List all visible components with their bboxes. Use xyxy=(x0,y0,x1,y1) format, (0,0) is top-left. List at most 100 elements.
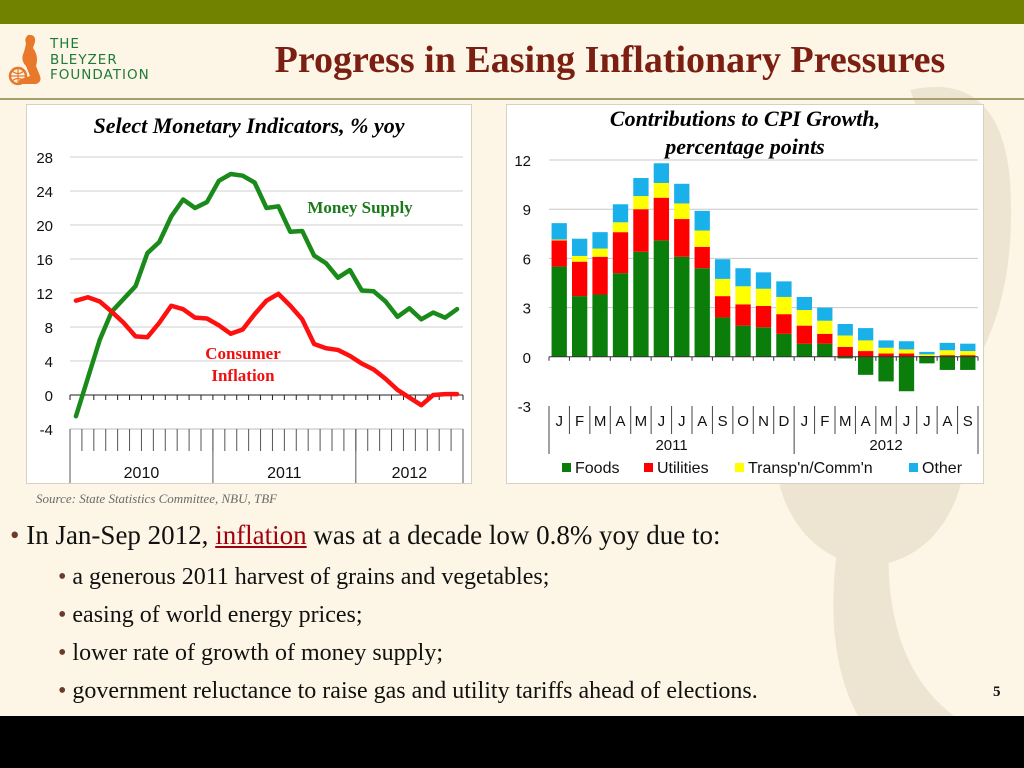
bar-segment-utilities xyxy=(837,346,853,357)
bar-segment-utilities xyxy=(551,240,567,267)
legend-swatch-foods xyxy=(562,463,571,472)
bullet-dot: • xyxy=(58,640,73,666)
bar-segment-utilities xyxy=(939,355,956,357)
month-label: A xyxy=(861,413,871,430)
year-label: 2010 xyxy=(124,465,160,482)
bar-segment-transport xyxy=(653,182,670,198)
bullet-main-prefix: In Jan-Sep 2012, xyxy=(26,520,216,550)
bar-segment-other xyxy=(551,223,567,240)
y-tick-label: 9 xyxy=(523,202,531,219)
bar-segment-other xyxy=(796,296,813,311)
bar-segment-other xyxy=(878,340,894,348)
bar-segment-foods xyxy=(674,256,690,357)
bar-segment-utilities xyxy=(592,256,608,295)
bar-segment-other xyxy=(939,342,956,351)
bar-segment-transport xyxy=(592,248,608,257)
y-tick-label: 20 xyxy=(36,218,53,235)
month-label: D xyxy=(779,413,790,430)
bar-segment-foods xyxy=(796,343,813,357)
bar-segment-foods xyxy=(612,273,629,357)
bar-segment-other xyxy=(919,351,935,355)
bar-segment-other xyxy=(571,238,588,256)
bullet-main: • In Jan-Sep 2012, inflation was at a de… xyxy=(10,520,721,551)
logo-line-3: FOUNDATION xyxy=(50,67,150,83)
month-label: M xyxy=(635,413,648,430)
month-label: A xyxy=(697,413,707,430)
thinker-logo-icon xyxy=(8,34,41,86)
bar-segment-foods xyxy=(694,268,710,357)
header-divider xyxy=(0,98,1024,100)
legend-swatch-transport xyxy=(735,463,744,472)
y-tick-label: 0 xyxy=(523,350,531,367)
month-label: O xyxy=(737,413,749,430)
bar-segment-foods xyxy=(592,294,608,357)
month-label: M xyxy=(839,413,852,430)
month-label: A xyxy=(615,413,625,430)
bar-segment-utilities xyxy=(735,304,751,326)
series-line-consumer-inflation xyxy=(73,291,460,408)
bar-segment-utilities xyxy=(796,325,813,344)
bar-segment-transport xyxy=(960,351,976,356)
bar-segment-transport xyxy=(919,354,935,356)
bar-segment-foods xyxy=(653,240,670,357)
bullet-sub: • government reluctance to raise gas and… xyxy=(58,678,758,705)
y-tick-label: 16 xyxy=(36,252,53,269)
bullet-sub-text: government reluctance to raise gas and u… xyxy=(72,678,758,704)
bar-segment-transport xyxy=(796,310,813,326)
month-label: F xyxy=(820,413,829,430)
legend-swatch-utilities xyxy=(644,463,653,472)
legend-label: Foods xyxy=(575,460,619,477)
bar-segment-foods xyxy=(817,343,833,357)
cpi-contributions-chart: Contributions to CPI Growth, percentage … xyxy=(506,104,984,484)
chart-title-left: Select Monetary Indicators, % yoy xyxy=(93,113,405,138)
slide: THE BLEYZER FOUNDATION Progress in Easin… xyxy=(0,0,1024,716)
bar-segment-transport xyxy=(755,288,772,306)
bar-segment-other xyxy=(776,281,792,297)
month-label: S xyxy=(718,413,728,430)
bar-segment-utilities xyxy=(857,351,874,357)
inflation-link[interactable]: inflation xyxy=(215,520,307,550)
bar-segment-foods xyxy=(898,356,915,392)
bar-segment-utilities xyxy=(633,209,649,252)
bar-segment-other xyxy=(674,183,690,204)
bar-segment-transport xyxy=(714,278,731,297)
year-label: 2012 xyxy=(869,437,902,454)
y-tick-label: 12 xyxy=(36,286,53,303)
bar-segment-other xyxy=(837,324,853,336)
bar-segment-transport xyxy=(735,286,751,305)
page-number: 5 xyxy=(993,684,1001,700)
y-tick-label: 0 xyxy=(45,388,53,405)
bar-segment-utilities xyxy=(898,353,915,357)
chart-title-right: Contributions to CPI Growth, percentage … xyxy=(507,105,983,161)
month-label: M xyxy=(880,413,893,430)
bar-segment-transport xyxy=(878,347,894,354)
bar-segment-other xyxy=(735,268,751,287)
bar-segment-utilities xyxy=(755,305,772,328)
bullet-dot: • xyxy=(58,678,73,704)
bar-segment-utilities xyxy=(694,246,710,269)
bullet-dot: • xyxy=(58,602,73,628)
bullet-dot: • xyxy=(58,564,73,590)
series-line-money-supply xyxy=(73,171,460,419)
bar-segment-foods xyxy=(939,356,956,370)
bar-segment-foods xyxy=(837,356,853,359)
y-tick-label: -4 xyxy=(40,422,53,439)
year-label: 2012 xyxy=(392,465,428,482)
bar-segment-foods xyxy=(714,317,731,357)
legend-label: Transp'n/Comm'n xyxy=(748,460,873,477)
bar-segment-utilities xyxy=(776,314,792,334)
bar-segment-transport xyxy=(694,230,710,247)
bar-segment-transport xyxy=(633,196,649,210)
bar-segment-other xyxy=(898,341,915,350)
year-label: 2011 xyxy=(267,465,302,482)
bar-segment-utilities xyxy=(878,353,894,357)
month-label: S xyxy=(963,413,973,430)
bar-segment-foods xyxy=(919,356,935,364)
bar-segment-utilities xyxy=(714,296,731,318)
month-label: M xyxy=(594,413,607,430)
slide-title: Progress in Easing Inflationary Pressure… xyxy=(274,39,946,81)
bar-segment-transport xyxy=(837,335,853,347)
bullet-sub: • a generous 2011 harvest of grains and … xyxy=(58,564,549,591)
bar-segment-transport xyxy=(939,350,956,356)
money-supply-label: Money Supply xyxy=(307,198,413,217)
